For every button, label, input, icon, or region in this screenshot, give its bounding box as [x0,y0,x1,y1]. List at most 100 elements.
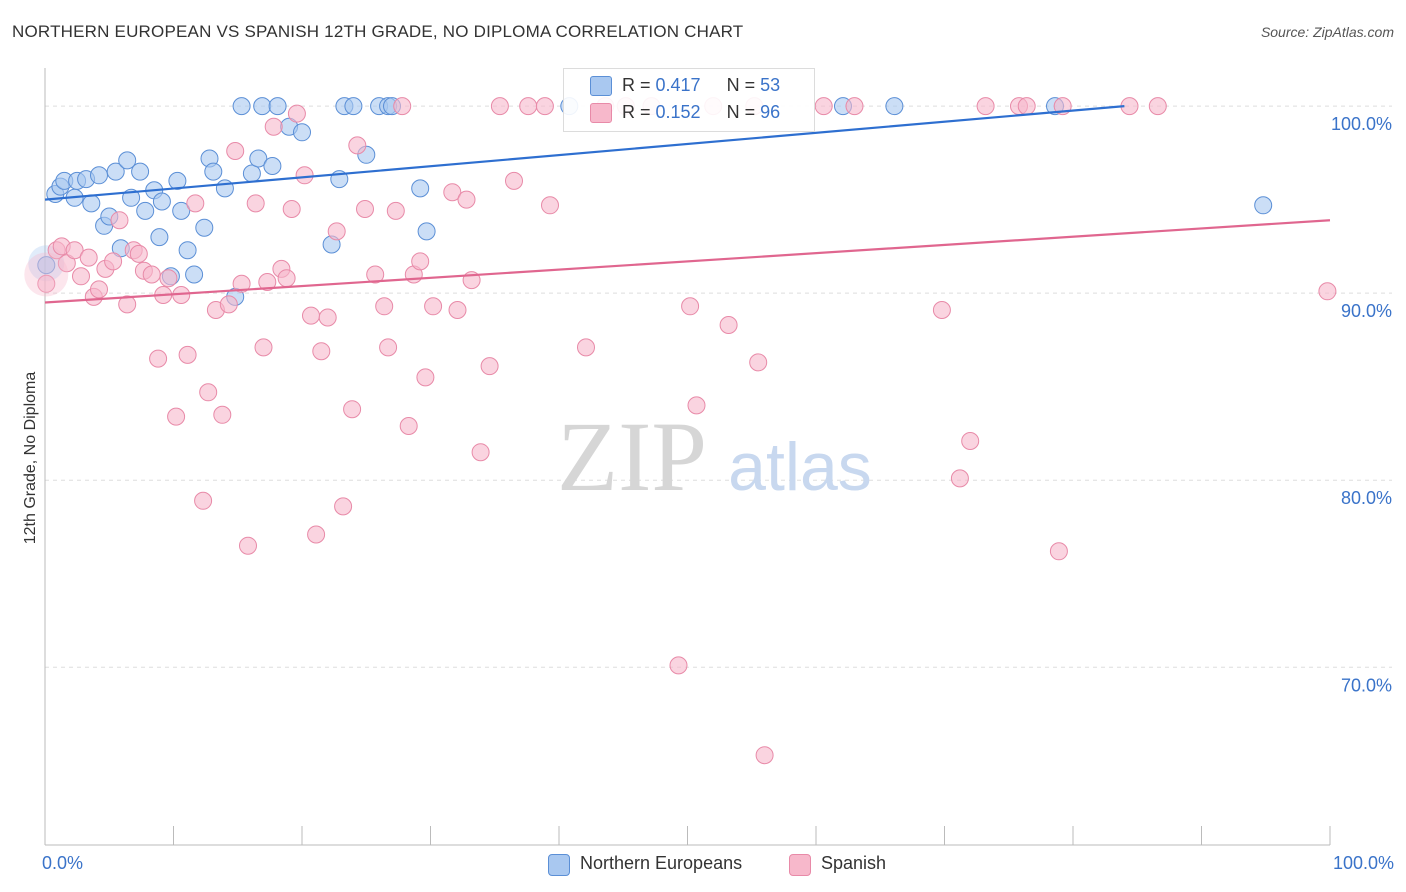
northern-europeans-point [172,201,191,220]
watermark-atlas: atlas [728,429,872,505]
spanish-point [226,142,245,160]
spanish-point [416,368,435,387]
northern-europeans-point [195,218,214,237]
spanish-point [976,97,995,116]
spanish-point [749,353,768,372]
legend-swatch-spanish [590,103,612,123]
spanish-point [424,297,443,316]
spanish-point [471,443,490,462]
northern-europeans-point [344,97,363,116]
legend-swatch-northern-europeans [548,854,570,876]
n-label: N = [726,102,761,122]
grid-lines [45,105,1392,668]
spanish-point [411,252,430,271]
spanish-point [282,200,301,218]
spanish-point [845,97,864,116]
spanish-point [719,316,738,334]
spanish-point [687,396,706,415]
spanish-point [681,297,700,316]
tick-labels: 100.0% 90.0% 80.0% 70.0% 0.0% 100.0% [42,114,1394,873]
spanish-point [142,265,161,284]
spanish-point [334,497,353,516]
spanish-point [186,194,205,213]
spanish-point [104,252,123,271]
spanish-point [277,269,296,288]
spanish-point [232,274,251,293]
spanish-point [950,469,969,488]
spanish-point [194,491,213,510]
northern-europeans-point [249,149,268,168]
northern-europeans-point [136,201,155,220]
spanish-point [246,194,265,213]
spanish-point [37,274,56,293]
legend-swatch-northern-europeans [590,76,612,96]
spanish-point [264,117,283,136]
legend-swatch-spanish [789,854,811,876]
series-legend: Northern Europeans Spanish [0,852,1406,878]
spanish-point [490,97,509,116]
northern-europeans-point [242,164,261,183]
spanish-point [72,267,90,286]
spanish-point [110,211,129,230]
northern-europeans-point [185,265,204,284]
spanish-point [577,338,595,357]
legend-label-spanish: Spanish [821,853,887,873]
northern-europeans-point [263,157,282,175]
spanish-point [213,405,232,424]
spanish-point [57,254,76,273]
legend-row-spanish: R = 0.152 N = 96 [564,100,812,126]
spanish-point [366,265,385,284]
spanish-point [302,306,320,325]
northern-europeans-point [118,151,137,170]
spanish-point [755,746,774,765]
northern-europeans-point [253,97,272,116]
spanish-point [541,196,559,215]
spanish-point [519,97,538,116]
spanish-point [307,525,326,544]
spanish-point [65,241,84,260]
spanish-point [312,342,331,361]
spanish-point [448,301,467,319]
spanish-point [379,338,398,357]
spanish-point [129,244,148,263]
spanish-point [535,97,554,116]
northern-europeans-point [37,256,56,275]
y-tick-label: 100.0% [1331,114,1392,134]
spanish-point [254,338,273,357]
spanish-point [356,200,374,218]
northern-europeans-point [1254,196,1273,215]
x-tick-label: 100.0% [1333,853,1394,873]
northern-europeans-point [232,97,251,116]
y-tick-label: 70.0% [1341,675,1392,695]
northern-europeans-point [885,97,904,116]
spanish-cluster-point [24,252,69,297]
watermark-zip: ZIP [557,401,707,512]
spanish-point [375,297,394,316]
legend-row-northern-europeans: R = 0.417 N = 53 [564,73,812,99]
northern-europeans-point [152,192,171,211]
n-value: 53 [760,75,781,95]
spanish-point [178,345,197,364]
northern-europeans-point [106,162,125,181]
northern-europeans-point [82,194,101,213]
y-tick-label: 90.0% [1341,301,1392,321]
r-label: R = [622,102,656,122]
x-tick-label: 0.0% [42,853,83,873]
spanish-point [167,407,186,426]
northern-europeans-point [417,222,436,241]
spanish-point [79,248,98,267]
spanish-point [295,166,314,185]
legend-label-northern-europeans: Northern Europeans [580,853,743,873]
northern-europeans-point [178,241,197,260]
chart-title: NORTHERN EUROPEAN VS SPANISH 12TH GRADE,… [12,22,744,41]
spanish-point [318,308,337,327]
spanish-point [1017,97,1036,116]
northern-europeans-point [293,123,311,142]
northern-europeans-point [411,179,430,198]
r-value: 0.417 [655,75,701,95]
spanish-point [258,273,277,291]
spanish-point [932,301,951,319]
spanish-point [386,201,405,220]
northern-europeans-point [90,166,108,185]
